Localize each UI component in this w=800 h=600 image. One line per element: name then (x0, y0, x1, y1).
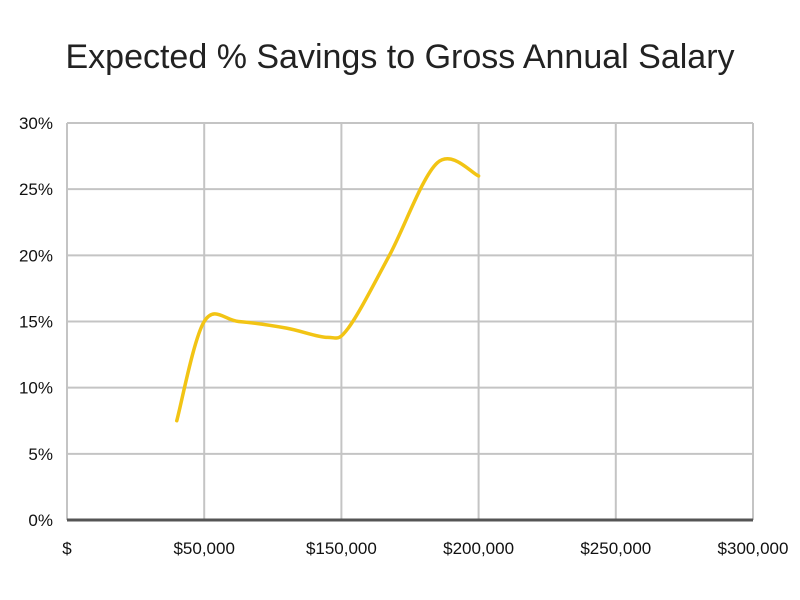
y-tick-label: 25% (19, 180, 53, 199)
y-tick-label: 5% (28, 445, 53, 464)
series-line (175, 157, 481, 423)
y-tick-label: 10% (19, 379, 53, 398)
x-tick-label: $50,000 (173, 539, 234, 558)
chart-title: Expected % Savings to Gross Annual Salar… (65, 38, 735, 76)
x-tick-label: $ (62, 539, 72, 558)
x-tick-label: $150,000 (306, 539, 377, 558)
x-tick-label: $300,000 (718, 539, 789, 558)
y-tick-label: 0% (28, 511, 53, 530)
y-tick-label: 30% (19, 114, 53, 133)
series-layer (175, 157, 481, 423)
label-layer: 0% 5% 10% 15% 20% 25% 30% $ $50,000 $150,000 $200,… (19, 114, 788, 558)
x-tick-label: $200,000 (443, 539, 514, 558)
y-tick-label: 20% (19, 246, 53, 265)
y-tick-label: 15% (19, 313, 53, 332)
x-tick-label: $250,000 (580, 539, 651, 558)
grid-layer (66, 122, 754, 520)
